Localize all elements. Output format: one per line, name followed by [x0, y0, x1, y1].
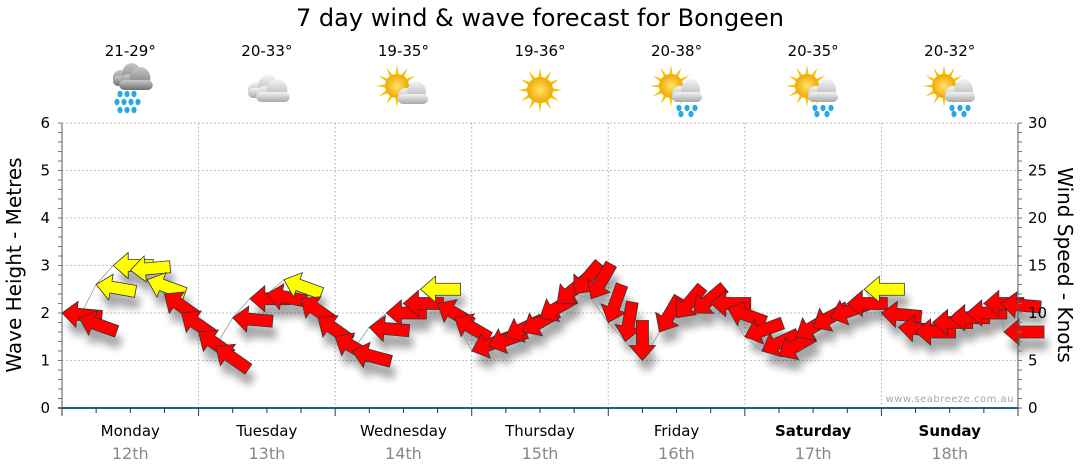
wind-arrow: [232, 305, 274, 333]
temperature-range: 21-29°: [104, 42, 156, 60]
temperature-range: 20-35°: [787, 42, 839, 60]
day-forecast-friday: 20-38°: [617, 42, 737, 118]
y2-tick-label: 25: [1028, 162, 1047, 180]
day-label: Tuesday: [235, 422, 297, 440]
wind-arrow: [419, 275, 461, 304]
wind-arrow: [283, 271, 325, 300]
y-axis-title: Wave Height - Metres: [2, 157, 26, 372]
temperature-range: 20-32°: [924, 42, 976, 60]
wind-arrow: [385, 299, 427, 327]
wind-arrow: [129, 255, 172, 283]
wind-arrow: [628, 320, 657, 362]
wind-arrow: [368, 314, 411, 343]
wind-arrow: [1000, 291, 1042, 319]
partly-cloudy-icon: [376, 65, 429, 107]
y-tick-label: 1: [40, 352, 50, 370]
day-forecast-thursday: 19-36°: [480, 42, 600, 118]
day-forecast-saturday: 20-35°: [753, 42, 873, 118]
wind-arrow: [454, 313, 493, 344]
y-tick-label: 3: [40, 257, 50, 275]
day-label: Sunday: [919, 422, 982, 440]
temperature-range: 20-33°: [241, 42, 293, 60]
y2-axis-title: Wind Speed - Knots: [1053, 167, 1077, 363]
partly-cloudy-showers-icon: [922, 65, 975, 118]
day-label: Thursday: [504, 422, 575, 440]
watermark: www.seabreeze.com.au: [886, 394, 1014, 405]
rain-cloud-icon: [113, 63, 154, 114]
wind-arrow: [351, 341, 393, 369]
date-label: 18th: [931, 444, 968, 463]
temperature-range: 19-35°: [377, 42, 429, 60]
wind-arrow: [744, 316, 786, 345]
wind-arrow: [727, 300, 768, 329]
wind-arrow: [710, 289, 752, 318]
y-tick-label: 4: [40, 209, 50, 227]
date-label: 16th: [658, 444, 695, 463]
date-label: 12th: [112, 444, 149, 463]
temperature-range: 19-36°: [514, 42, 566, 60]
cloudy-icon: [247, 75, 290, 102]
day-label: Monday: [101, 422, 160, 440]
day-forecast-wednesday: 19-35°: [343, 42, 463, 118]
date-label: 13th: [248, 444, 285, 463]
day-label: Wednesday: [360, 422, 447, 440]
y-tick-label: 2: [40, 304, 50, 322]
arrow-shadow: [219, 356, 256, 387]
day-label: Friday: [654, 422, 700, 440]
partly-cloudy-showers-icon: [786, 65, 839, 118]
day-forecast-monday: 21-29°: [70, 42, 190, 118]
date-label: 14th: [385, 444, 422, 463]
y-tick-label: 0: [40, 399, 50, 417]
partly-cloudy-showers-icon: [649, 65, 702, 118]
y-tick-label: 6: [40, 114, 50, 132]
day-forecast-tuesday: 20-33°: [207, 42, 327, 118]
wind-arrow: [863, 275, 905, 304]
day-label: Saturday: [775, 422, 852, 440]
wind-arrow: [215, 343, 253, 375]
y2-tick-label: 0: [1028, 399, 1038, 417]
chart-title: 7 day wind & wave forecast for Bongeen: [296, 4, 784, 32]
wind-arrow: [675, 282, 708, 319]
date-label: 17th: [795, 444, 832, 463]
wind-arrow: [914, 318, 956, 346]
wind-arrow: [586, 260, 617, 300]
wind-arrow: [1003, 318, 1045, 346]
wind-arrow: [966, 299, 1008, 327]
y2-tick-label: 5: [1028, 352, 1038, 370]
y2-tick-label: 30: [1028, 114, 1047, 132]
y2-tick-label: 10: [1028, 304, 1047, 322]
y-tick-label: 5: [40, 162, 50, 180]
wind-arrow: [693, 282, 729, 314]
sunny-icon: [518, 68, 562, 112]
y2-tick-label: 15: [1028, 257, 1047, 275]
day-forecast-sunday: 20-32°: [890, 42, 1010, 118]
wind-arrow: [846, 289, 888, 318]
wind-arrow: [95, 273, 138, 301]
temperature-range: 20-38°: [651, 42, 703, 60]
wind-arrow: [78, 309, 120, 338]
date-label: 15th: [522, 444, 559, 463]
y2-tick-label: 20: [1028, 209, 1047, 227]
